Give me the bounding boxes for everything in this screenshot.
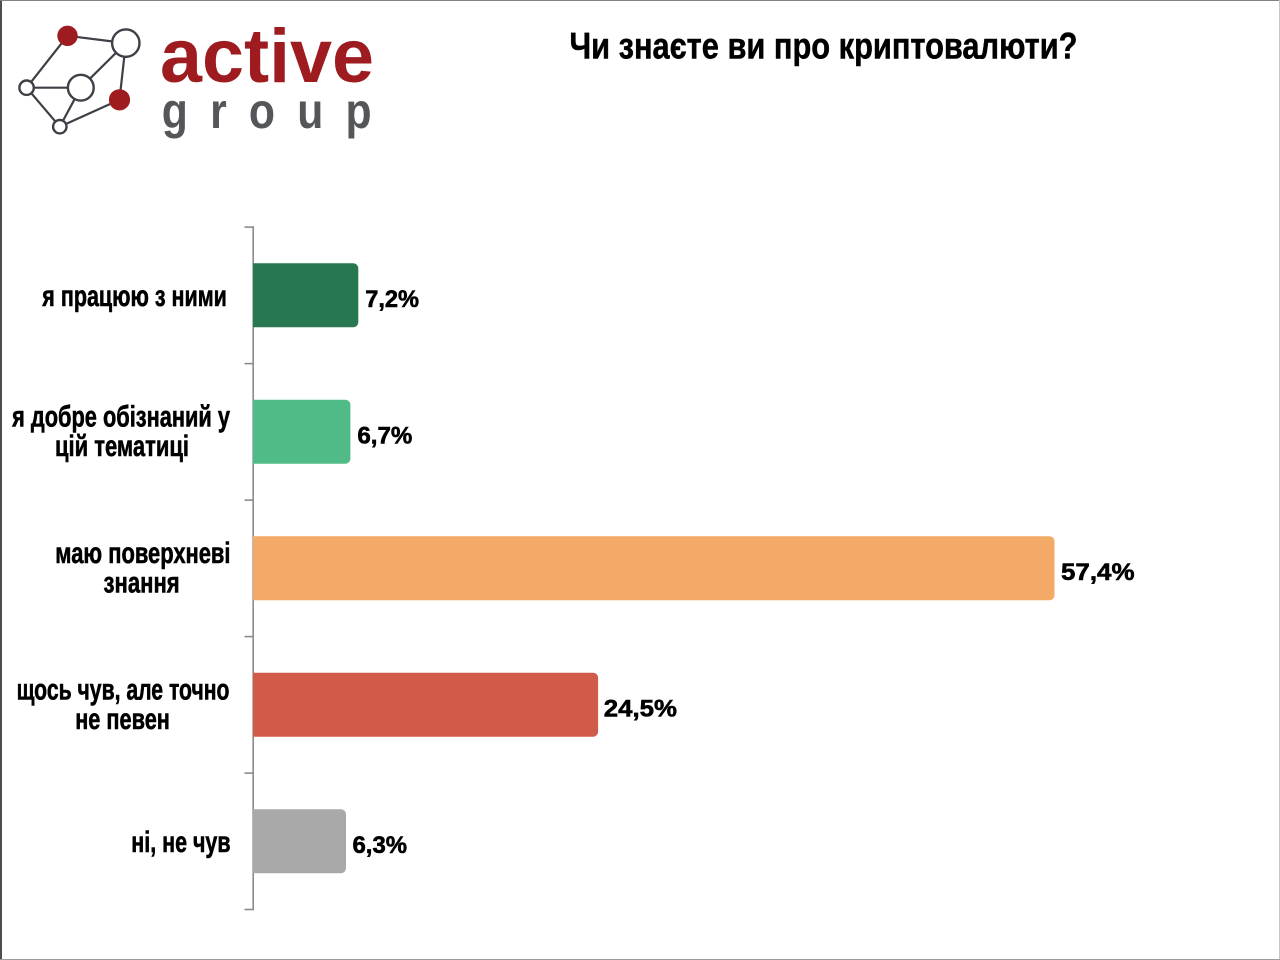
- svg-text:я працюю з ними: я працюю з ними: [42, 280, 227, 313]
- svg-text:6,3%: 6,3%: [353, 832, 408, 859]
- svg-text:24,5%: 24,5%: [604, 695, 677, 722]
- svg-text:цій тематиці: цій тематиці: [55, 430, 189, 463]
- svg-text:ні, не чув: ні, не чув: [131, 826, 230, 859]
- svg-text:я добре обізнаний у: я добре обізнаний у: [11, 401, 230, 434]
- svg-text:щось чув, але точно: щось чув, але точно: [17, 674, 230, 707]
- svg-text:знання: знання: [104, 567, 180, 600]
- svg-text:не певен: не певен: [75, 703, 170, 736]
- svg-text:Чи знаєте ви про криптовалюти?: Чи знаєте ви про криптовалюти?: [570, 26, 1078, 67]
- svg-text:57,4%: 57,4%: [1061, 559, 1135, 586]
- svg-text:6,7%: 6,7%: [357, 422, 412, 449]
- svg-text:group: group: [162, 83, 394, 139]
- svg-text:маю поверхневі: маю поверхневі: [55, 537, 230, 570]
- svg-text:active: active: [160, 14, 374, 99]
- svg-text:7,2%: 7,2%: [365, 286, 419, 313]
